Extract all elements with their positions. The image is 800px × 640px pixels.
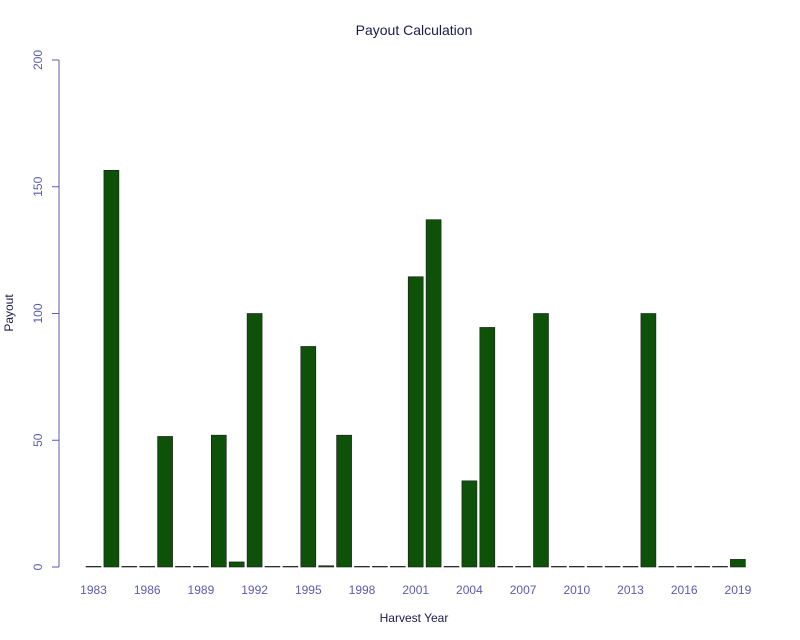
bar-1990 — [211, 434, 227, 568]
x-tick-label: 1995 — [295, 583, 322, 597]
bars-group — [85, 169, 746, 568]
bar-1988 — [175, 566, 191, 568]
bar-2018 — [712, 566, 728, 568]
bar-1996 — [318, 565, 335, 568]
bar-1984 — [103, 169, 120, 568]
bar-1983 — [85, 566, 102, 568]
bar-2015 — [658, 566, 675, 568]
bar-2003 — [443, 566, 460, 568]
bar-1991 — [228, 561, 245, 568]
bar-1999 — [372, 566, 388, 568]
x-tick-label: 2016 — [671, 583, 698, 597]
bar-1997 — [336, 434, 352, 568]
bar-2012 — [604, 566, 621, 568]
x-tick-label: 1983 — [80, 583, 107, 597]
bar-2006 — [497, 566, 514, 568]
y-tick-label: 200 — [31, 50, 45, 70]
bar-2005 — [479, 327, 496, 568]
bar-2001 — [407, 276, 424, 568]
bar-2010 — [568, 566, 585, 568]
x-tick-label: 2010 — [563, 583, 590, 597]
bar-2007 — [515, 566, 531, 568]
x-tick-label: 2001 — [402, 583, 429, 597]
x-tick-label: 1989 — [188, 583, 215, 597]
bar-1986 — [139, 566, 155, 568]
x-tick-label: 2004 — [456, 583, 483, 597]
x-tick-label: 2007 — [510, 583, 537, 597]
chart-title: Payout Calculation — [356, 22, 473, 38]
bar-1987 — [157, 436, 173, 568]
bar-2014 — [640, 313, 657, 568]
bar-2000 — [389, 566, 406, 568]
y-tick-label: 0 — [31, 563, 45, 570]
x-tick-label: 1998 — [349, 583, 376, 597]
bar-2004 — [461, 480, 478, 568]
bar-2019 — [730, 559, 746, 568]
x-tick-label: 2019 — [725, 583, 752, 597]
bar-1998 — [354, 566, 370, 568]
bar-2013 — [622, 566, 639, 568]
y-tick-label: 50 — [31, 433, 45, 447]
y-axis-label: Payout — [2, 294, 16, 332]
x-axis-ticks: 1983 1986 1989 1992 1995 1998 2001 2004 2007 2010… — [80, 583, 751, 597]
x-tick-label: 1986 — [134, 583, 161, 597]
bar-1992 — [246, 313, 263, 568]
bar-1989 — [193, 566, 209, 568]
bar-2017 — [694, 566, 710, 568]
y-tick-label: 150 — [31, 176, 45, 196]
bar-1994 — [282, 566, 299, 568]
bar-2009 — [551, 566, 567, 568]
bar-1995 — [300, 346, 317, 568]
x-axis-label: Harvest Year — [380, 611, 449, 625]
bar-2008 — [533, 313, 549, 568]
x-tick-label: 2013 — [617, 583, 644, 597]
x-tick-label: 1992 — [241, 583, 268, 597]
bar-1985 — [121, 566, 138, 568]
bar-1993 — [264, 566, 281, 568]
bar-2011 — [586, 566, 603, 568]
y-tick-label: 100 — [31, 303, 45, 323]
y-axis-ticks: 0 50 100 150 200 — [31, 50, 59, 570]
bar-2002 — [425, 219, 442, 568]
bar-2016 — [676, 566, 693, 568]
